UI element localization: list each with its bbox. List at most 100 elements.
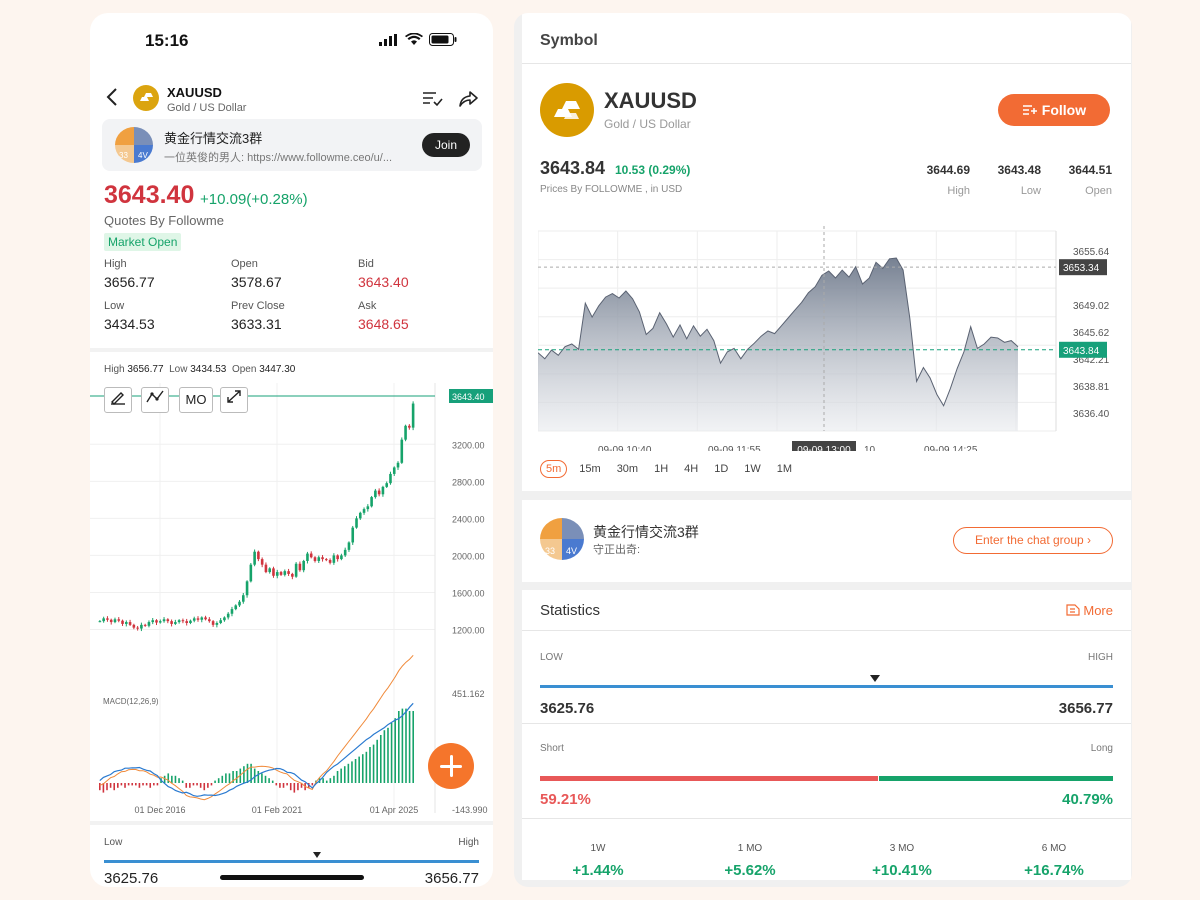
candle-body [200,617,204,620]
perf-value: +5.62% [724,862,776,879]
stat-label: Prev Close [231,300,285,312]
avatar-tile-right: 4V [138,151,148,160]
candle-body [340,555,343,560]
more-label: More [1083,603,1113,618]
candle-body [155,620,158,623]
timeframe-4h[interactable]: 4H [684,463,699,475]
enter-chat-button[interactable]: Enter the chat group › [953,527,1113,554]
candle-body [245,581,249,596]
group-last-message: 一位英俊的男人: https://www.followme.ceo/u/... [164,152,393,164]
symbol-name: XAUUSD [604,88,697,113]
y-tick-label: 1200.00 [452,625,485,635]
signal-icon [379,33,397,46]
timeframe-1h[interactable]: 1H [654,463,669,475]
long-bar [879,776,1113,781]
performance-1mo: 1 MO +5.62% [690,843,810,879]
candle-body [287,571,290,574]
candle-body [140,624,143,629]
stat-label: Ask [358,300,377,312]
stat-value: 3644.51 [1068,163,1112,177]
timeframe-15m[interactable]: 15m [579,463,601,475]
fullscreen-button[interactable] [220,387,248,413]
candle-body [370,497,373,507]
candle-body [196,618,200,620]
timeframe-5m[interactable]: 5m [540,460,568,478]
back-arrow-icon[interactable] [102,85,124,109]
stat-value: 3633.31 [231,316,282,332]
price-line [538,257,1019,407]
candlestick-chart[interactable]: 3200.00 2800.00 2400.00 2000.00 1600.00 1200.… [90,373,493,823]
timeframe-1w[interactable]: 1W [744,463,761,475]
day-range-bar [104,860,479,863]
timeframe-1m[interactable]: 1M [776,463,793,475]
x-tick-label: 10 [864,445,876,451]
info-high: 3656.77 [127,364,164,375]
stat-value: 3644.69 [926,163,970,177]
stat-value: 3656.77 [104,274,155,290]
indicator-name: MACD(12,26,9) [103,697,159,706]
y-tick-label: 3636.40 [1073,409,1110,420]
more-link[interactable]: More [1066,603,1113,618]
candle-body [109,619,113,623]
candle-body [234,605,238,610]
divider [522,818,1131,819]
mo-button[interactable]: MO [179,387,213,413]
stat-label: Low [104,300,125,312]
y-tick-label: 1600.00 [452,588,485,598]
candle-body [260,559,264,565]
candle-body [162,619,166,622]
candle-body [223,617,226,621]
stat-value: 3578.67 [231,274,282,290]
divider [90,348,493,352]
stat-value: 3643.40 [358,274,409,290]
draw-tool-button[interactable] [104,387,132,413]
join-button[interactable]: Join [422,133,470,157]
chat-group-title: 黄金行情交流3群 [593,524,699,540]
candle-body [204,617,207,620]
indicator-bottom-label: -143.990 [452,805,488,815]
range-low-value: 3625.76 [540,700,595,717]
candle-body [392,467,396,474]
macd-line [99,654,414,801]
candle-body [362,509,366,513]
stat-low: 3643.48 Low [998,163,1041,197]
avatar-tile-left: 33 [119,151,128,160]
candle-body [400,439,404,463]
share-icon[interactable] [456,87,480,109]
candle-body [151,620,155,623]
sort-list-icon[interactable] [420,87,444,109]
candle-body [336,555,339,560]
info-high-label: High [104,364,125,375]
candle-body [113,619,117,623]
candle-body [226,613,230,618]
status-bar: 15:16 [90,13,493,63]
follow-label: Follow [1041,102,1087,118]
range-high-value: 3656.77 [1058,700,1113,717]
follow-button[interactable]: Follow [998,94,1110,126]
candle-body [306,553,309,561]
candle-body [177,620,181,623]
divider [522,723,1131,724]
current-price-label: 3643.84 [1063,346,1100,357]
y-tick-label: 2400.00 [452,514,485,524]
indicator-tool-button[interactable] [141,387,169,413]
perf-value: +1.44% [572,862,624,879]
performance-1w: 1W +1.44% [538,843,658,879]
stat-label: Bid [358,258,374,270]
candle-body [181,620,185,622]
group-chat-banner[interactable]: 33 4V 黄金行情交流3群 一位英俊的男人: https://www.foll… [102,119,482,171]
timeframe-selector: 5m 15m 30m 1H 4H 1D 1W 1M [540,460,796,478]
candle-body [313,557,317,561]
candle-body [253,551,256,565]
divider [90,821,493,825]
timeframe-1d[interactable]: 1D [714,463,729,475]
timeframe-30m[interactable]: 30m [616,463,639,475]
intraday-area-chart[interactable]: 3655.64 3649.02 3645.62 3642.21 3638.81 3636.… [538,211,1118,451]
candle-body [106,618,109,620]
add-button[interactable] [428,743,474,789]
info-low: 3434.53 [190,364,227,375]
y-tick-label: 3642.21 [1073,355,1110,366]
gold-coin-icon [540,83,594,137]
divider [522,630,1131,631]
divider [522,63,1131,64]
